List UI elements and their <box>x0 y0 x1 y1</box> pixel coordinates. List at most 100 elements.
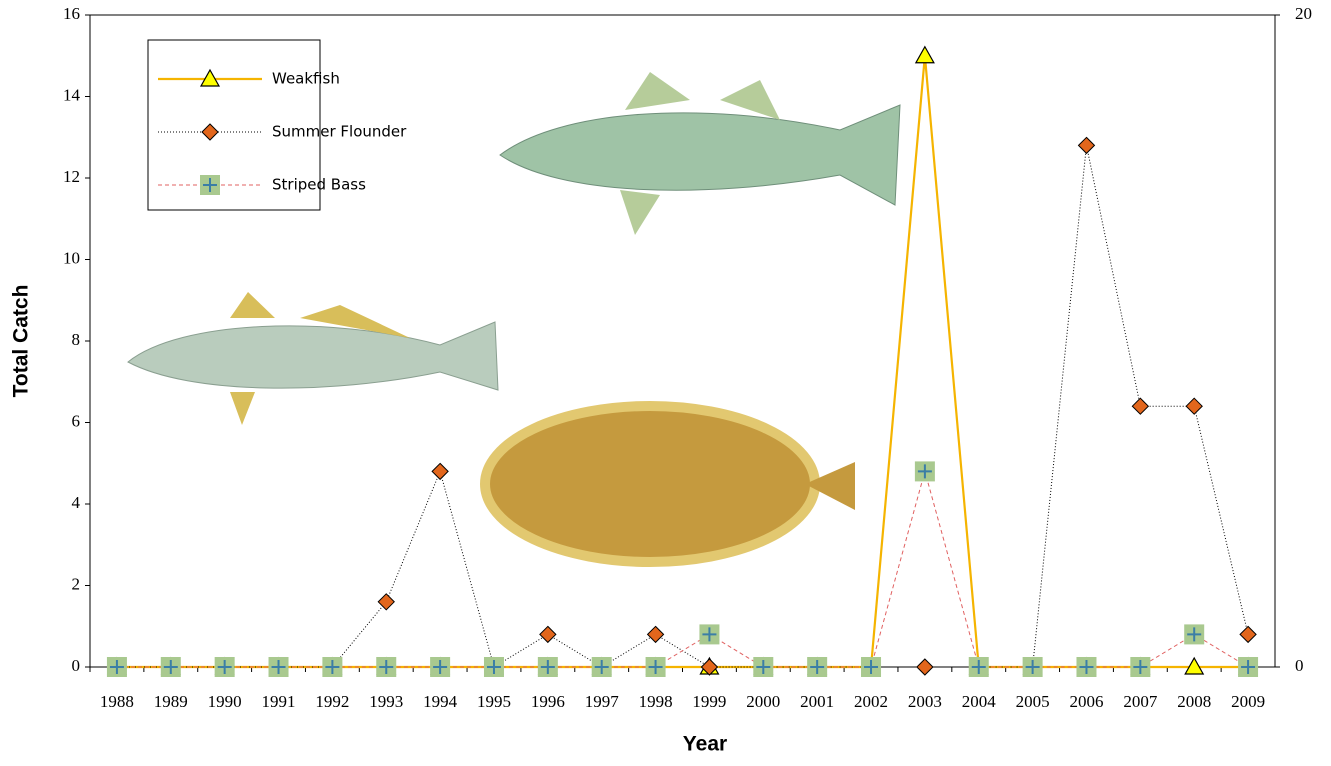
plus-square-marker <box>807 657 828 677</box>
y2-tick-label: 0 <box>1295 656 1304 675</box>
marker-plus <box>379 660 394 674</box>
plus-square-marker <box>200 175 220 195</box>
plus-square-marker <box>106 657 127 677</box>
x-tick-label: 2008 <box>1177 692 1211 711</box>
diamond-marker <box>700 658 719 676</box>
y-tick-label: 8 <box>72 330 81 349</box>
y-tick-label: 2 <box>72 574 81 593</box>
plus-square-marker <box>645 657 666 677</box>
marker-plus <box>1187 627 1202 642</box>
x-tick-label: 2000 <box>746 692 780 711</box>
marker-plus <box>810 660 825 674</box>
marker-plus <box>203 178 217 192</box>
x-tick-label: 1990 <box>208 692 242 711</box>
y-axis-title: Total Catch <box>10 285 33 398</box>
marker-plus <box>1241 660 1256 674</box>
marker-plus <box>971 660 986 674</box>
weakfish-image <box>127 321 499 391</box>
series-line <box>116 55 1249 669</box>
diamond-marker <box>431 462 449 481</box>
plus-square-marker <box>483 657 504 677</box>
marker-plus <box>648 660 663 674</box>
x-tick-label: 2003 <box>908 692 942 711</box>
marker-plus <box>540 660 555 674</box>
plus-square-marker <box>968 657 989 677</box>
marker-plus <box>756 660 771 674</box>
plus-square-marker <box>1022 657 1043 677</box>
x-tick-label: 1994 <box>423 692 458 711</box>
plus-square-marker <box>537 657 558 677</box>
marker-plus <box>702 627 717 642</box>
marker-plus <box>1079 660 1094 674</box>
triangle-marker <box>199 68 221 87</box>
diamond-marker <box>1077 136 1096 155</box>
striped-bass-image <box>499 104 901 206</box>
x-tick-label: 2007 <box>1123 692 1158 711</box>
x-tick-label: 2004 <box>962 692 997 711</box>
plus-square-marker <box>1238 657 1259 677</box>
weakfish-fins <box>230 292 410 425</box>
diamond-marker <box>916 658 934 676</box>
series-line <box>116 469 1249 668</box>
x-tick-label: 2002 <box>854 692 888 711</box>
marker-plus <box>163 660 178 674</box>
diamond-marker <box>646 625 665 644</box>
x-tick-label: 2001 <box>800 692 834 711</box>
plus-square-marker <box>1130 657 1151 677</box>
marker-plus <box>486 660 501 674</box>
plus-square-marker <box>430 657 451 677</box>
y-tick-label: 6 <box>72 411 81 430</box>
x-tick-label: 1992 <box>315 692 349 711</box>
diamond-marker <box>201 123 219 141</box>
plus-square-marker <box>591 657 612 677</box>
y2-tick-label: 20 <box>1295 4 1312 23</box>
flounder-tail <box>805 462 855 510</box>
marker-plus <box>109 660 124 674</box>
legend-label: Weakfish <box>272 70 340 88</box>
diamond-marker <box>377 593 395 611</box>
y-tick-label: 14 <box>63 85 81 104</box>
x-tick-label: 1998 <box>639 692 673 711</box>
diamond-marker <box>539 625 557 644</box>
diamond-marker <box>1185 397 1203 415</box>
marker-plus <box>1025 660 1040 674</box>
marker-plus <box>1133 660 1148 674</box>
x-tick-label: 1991 <box>262 692 296 711</box>
plus-square-marker <box>1184 624 1205 645</box>
y-tick-label: 4 <box>72 493 81 512</box>
plus-square-marker <box>376 657 397 677</box>
plus-square-marker <box>214 657 235 677</box>
marker-plus <box>325 660 340 674</box>
triangle-marker <box>1184 656 1205 675</box>
x-tick-label: 1999 <box>692 692 726 711</box>
x-axis-title: Year <box>683 733 727 756</box>
plus-square-marker <box>268 657 289 677</box>
y-tick-label: 16 <box>63 4 80 23</box>
x-tick-label: 1989 <box>154 692 188 711</box>
legend-label: Summer Flounder <box>272 123 407 141</box>
x-tick-label: 1993 <box>369 692 403 711</box>
legend-label: Striped Bass <box>272 176 366 194</box>
x-tick-label: 1995 <box>477 692 511 711</box>
x-tick-label: 2006 <box>1069 692 1103 711</box>
marker-plus <box>433 660 448 674</box>
marker-plus <box>271 660 286 674</box>
diamond-marker <box>1131 397 1150 415</box>
plus-square-marker <box>861 657 882 677</box>
marker-plus <box>917 464 932 479</box>
plus-square-marker <box>160 657 181 677</box>
y-tick-label: 10 <box>63 248 80 267</box>
x-tick-label: 1988 <box>100 692 134 711</box>
marker-plus <box>594 660 609 674</box>
marker-plus <box>864 660 879 674</box>
striped-bass-fins <box>620 72 780 235</box>
plus-square-marker <box>914 461 935 482</box>
plus-square-marker <box>699 624 720 645</box>
x-tick-label: 1997 <box>585 692 620 711</box>
plus-square-marker <box>322 657 343 677</box>
x-tick-label: 2005 <box>1016 692 1050 711</box>
flounder-image <box>480 401 820 567</box>
y-tick-label: 12 <box>63 167 80 186</box>
triangle-marker <box>914 45 935 64</box>
